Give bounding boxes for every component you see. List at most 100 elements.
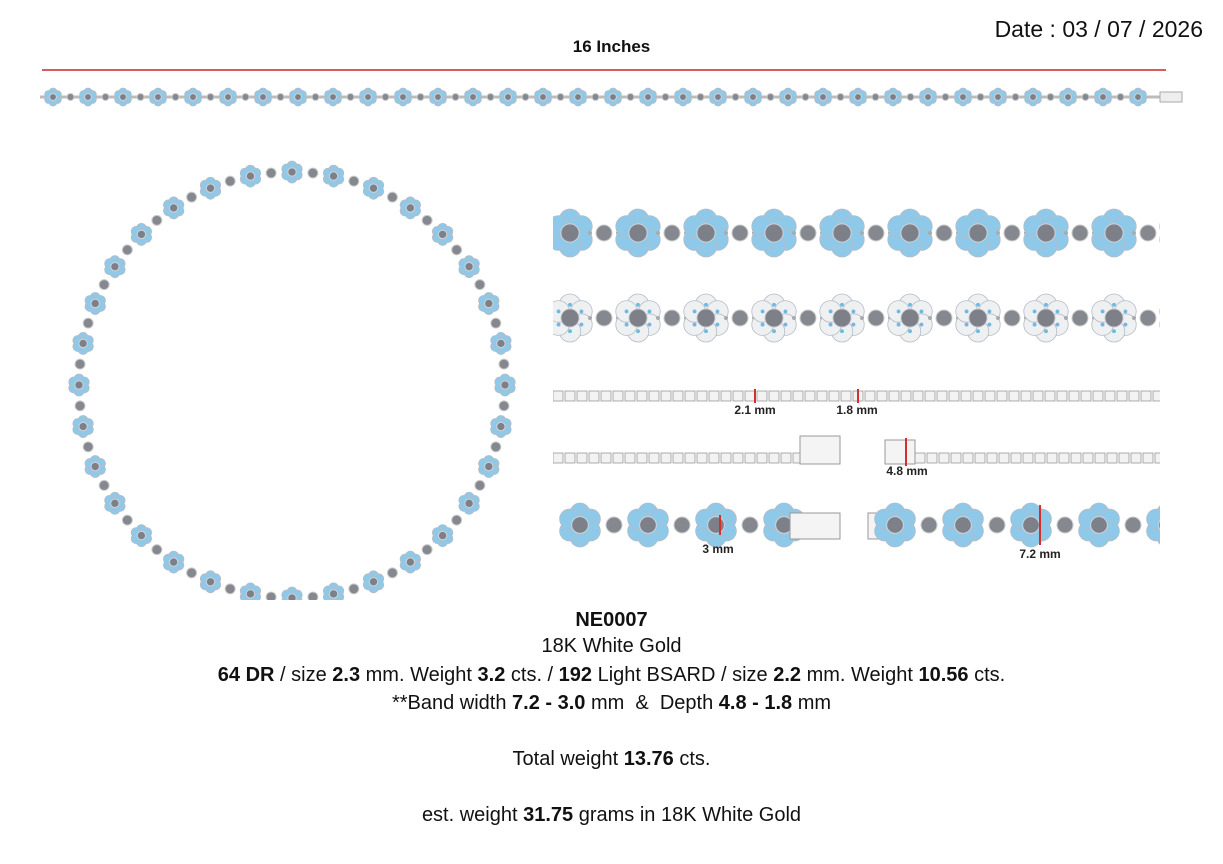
side-link	[744, 452, 756, 464]
stone	[976, 329, 980, 334]
link-stone	[1116, 93, 1125, 101]
side-link	[576, 390, 588, 402]
center	[136, 530, 147, 541]
side-link	[648, 452, 660, 464]
spec-line: 64 DR / size 2.3 mm. Weight 3.2 cts. / 1…	[0, 664, 1223, 687]
link-stone	[121, 244, 133, 256]
center	[628, 223, 648, 243]
link-stone	[151, 544, 163, 556]
petal	[1146, 508, 1160, 530]
spec-line: Total weight 13.76 cts.	[0, 748, 1223, 771]
center	[560, 308, 580, 328]
side-link	[948, 390, 960, 402]
petal	[1159, 222, 1160, 231]
petal	[1183, 301, 1205, 323]
stone	[987, 322, 992, 327]
stone	[636, 329, 640, 334]
center	[119, 93, 127, 101]
center	[205, 183, 216, 193]
side-link	[553, 452, 564, 464]
center	[90, 298, 100, 309]
center	[1173, 224, 1191, 242]
side-link	[888, 390, 900, 402]
spec-value: 7.2 - 3.0	[512, 692, 586, 714]
side-link	[996, 390, 1008, 402]
stone	[919, 309, 924, 314]
stone	[1055, 309, 1060, 314]
center	[496, 338, 506, 349]
spec-value: 13.76	[623, 748, 674, 770]
clasp	[799, 435, 841, 465]
measure-label: 4.8 mm	[886, 464, 927, 478]
link-stone	[1046, 93, 1055, 101]
stone	[896, 309, 901, 314]
center	[639, 516, 657, 534]
clasp	[884, 439, 916, 465]
spec-text: grams in	[573, 804, 661, 826]
side-link	[732, 452, 744, 464]
side-link	[768, 452, 780, 464]
center	[1029, 93, 1037, 101]
spec-line: est. weight 31.75 grams in 18K White Gol…	[0, 804, 1223, 827]
center	[405, 203, 416, 213]
side-link	[636, 452, 648, 464]
jewelry-art	[40, 87, 1183, 600]
center	[368, 577, 379, 587]
link-stone	[451, 514, 463, 526]
stone	[692, 322, 697, 327]
link	[656, 316, 660, 320]
link-stone	[731, 224, 749, 242]
side-link	[756, 390, 768, 402]
side-link	[1056, 390, 1068, 402]
center	[294, 93, 302, 101]
link-stone	[626, 93, 635, 101]
center	[189, 93, 197, 101]
petal	[1159, 320, 1160, 329]
side-link	[998, 452, 1010, 464]
link-stone	[1003, 309, 1021, 327]
center	[287, 593, 297, 600]
length-label: 16 Inches	[572, 37, 651, 56]
stone	[647, 309, 652, 314]
side-link	[696, 390, 708, 402]
center	[1099, 93, 1107, 101]
side-link	[744, 390, 756, 402]
side-link	[720, 390, 732, 402]
side-link	[612, 390, 624, 402]
side-link	[660, 390, 672, 402]
center	[1104, 308, 1124, 328]
link	[1132, 231, 1136, 235]
link	[1064, 231, 1068, 235]
link	[860, 316, 864, 320]
link-stone	[486, 93, 495, 101]
side-link	[684, 390, 696, 402]
stone	[976, 302, 980, 307]
center	[168, 557, 179, 567]
center	[110, 498, 120, 509]
stone	[896, 322, 901, 327]
spec-text: Total weight	[512, 748, 624, 770]
center	[900, 223, 920, 243]
stone	[624, 322, 629, 327]
side-link	[1154, 452, 1160, 464]
measure-label: 2.1 mm	[734, 403, 775, 417]
center	[484, 298, 494, 309]
link-stone	[224, 175, 236, 187]
link-stone	[801, 93, 810, 101]
stone	[919, 322, 924, 327]
center	[78, 421, 88, 432]
link-stone	[474, 479, 486, 491]
link	[1160, 316, 1164, 320]
stone	[1180, 303, 1184, 307]
link-stone	[591, 93, 600, 101]
stone	[1180, 329, 1184, 333]
center	[1064, 93, 1072, 101]
center	[49, 93, 57, 101]
link-stone	[673, 516, 691, 534]
side-link	[1080, 390, 1092, 402]
stone	[692, 309, 697, 314]
center	[84, 93, 92, 101]
link	[1064, 316, 1068, 320]
link-stone	[82, 317, 94, 329]
link-stone	[867, 224, 885, 242]
